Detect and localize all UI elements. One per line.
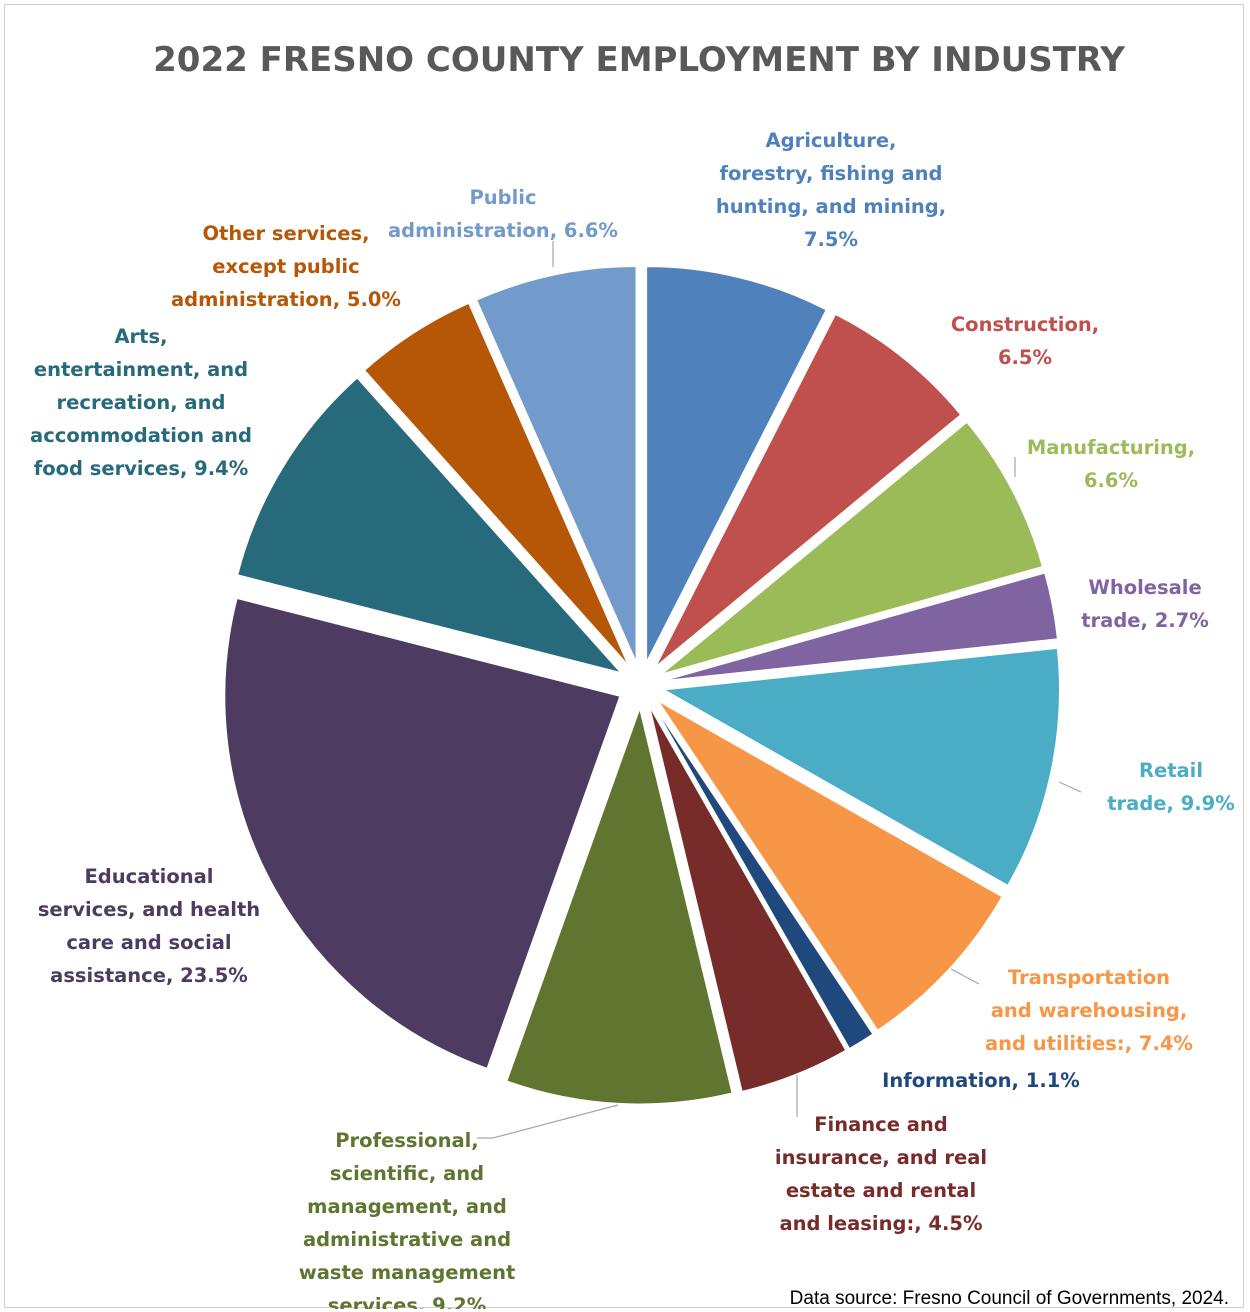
leader-lines (477, 241, 1082, 1139)
data-label-manufacturing: Manufacturing, 6.6% (1027, 436, 1195, 492)
leader-line-transportation-and-warehousing (950, 968, 980, 985)
pie-chart: 2022 FRESNO COUNTY EMPLOYMENT BY INDUSTR… (30, 40, 1235, 1309)
data-label-professional: Professional, scientific, and management, … (299, 1129, 516, 1309)
leader-line-professional (477, 1104, 619, 1139)
pie-slice-other-services (364, 302, 629, 666)
data-label-wholesale-trade: Wholesale trade, 2.7% (1081, 576, 1209, 632)
pie-slice-professional (506, 707, 733, 1105)
data-label-transportation-and-warehousing: Transportation and warehousing, and utilit… (985, 966, 1193, 1055)
data-label-information: Information, 1.1% (882, 1069, 1080, 1092)
pie-slice-manufacturing (661, 421, 1044, 675)
data-label-retail-trade: Retail trade, 9.9% (1107, 759, 1235, 815)
pie-slice-information (653, 705, 874, 1050)
source-note: Data source: Fresno Council of Governmen… (790, 1288, 1229, 1309)
pie-slice-agriculture (646, 266, 827, 662)
data-label-construction: Construction, 6.5% (951, 313, 1099, 369)
data-label-finance-and-insurance: Finance and insurance, and real estate and… (775, 1113, 987, 1235)
pie-slice-transportation-and-warehousing (658, 700, 1003, 1031)
pie-slice-public-administration (476, 266, 637, 662)
data-label-educational-services: Educational services, and health care and … (38, 865, 260, 987)
leader-line-retail-trade (1058, 781, 1082, 793)
pie-slice-retail-trade (662, 647, 1060, 886)
data-label-arts: Arts, entertainment, and recreation, and ac… (30, 325, 252, 480)
data-label-other-services: Other services, except public administrati… (171, 222, 401, 311)
pie-slice-educational-services (224, 597, 621, 1069)
pie-slice-wholesale-trade (664, 572, 1058, 681)
data-labels: Agriculture, forestry, fishing and hunting… (30, 129, 1235, 1309)
chart-title: 2022 FRESNO COUNTY EMPLOYMENT BY INDUSTR… (153, 40, 1125, 80)
data-label-agriculture: Agriculture, forestry, fishing and hunting… (716, 129, 946, 251)
pie-slice-finance-and-insurance (649, 707, 847, 1092)
slices-layer (224, 266, 1060, 1105)
pie-slice-arts (237, 377, 622, 674)
data-label-public-administration: Public administration, 6.6% (388, 186, 618, 242)
pie-slice-construction (655, 313, 962, 667)
chart-frame: 2022 FRESNO COUNTY EMPLOYMENT BY INDUSTR… (4, 4, 1244, 1309)
